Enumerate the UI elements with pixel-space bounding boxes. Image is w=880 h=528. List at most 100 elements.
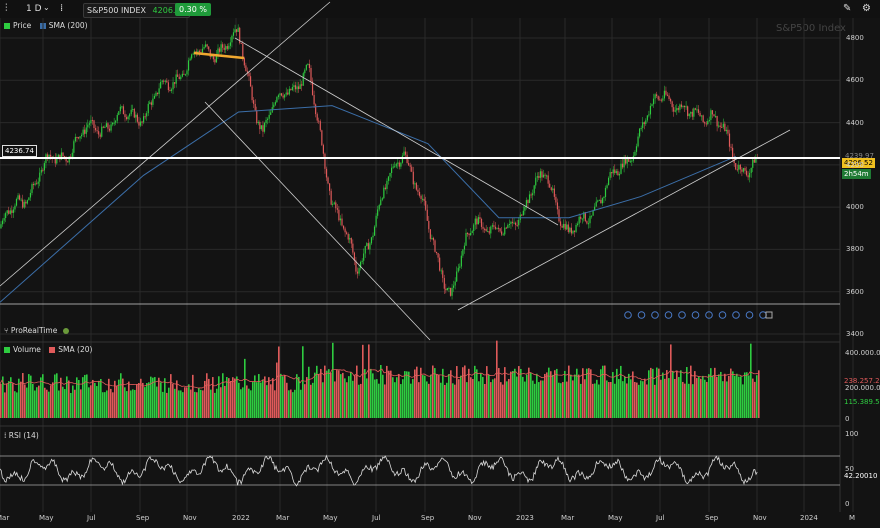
volume-bar xyxy=(162,391,164,418)
volume-bar xyxy=(746,372,748,418)
volume-bar xyxy=(556,368,558,418)
month-label: Nov xyxy=(753,514,767,522)
volume-bar xyxy=(318,374,320,418)
volume-bar xyxy=(252,382,254,418)
volume-bar xyxy=(476,369,478,418)
candle xyxy=(132,108,134,110)
chevron-down-icon[interactable]: ⌄ xyxy=(43,3,50,12)
volume-bar xyxy=(620,365,622,418)
candle xyxy=(429,229,431,239)
candle xyxy=(434,240,436,252)
candle xyxy=(547,175,549,184)
volume-bar xyxy=(196,392,198,418)
volume-bar xyxy=(298,376,300,418)
volume-bar xyxy=(234,378,236,418)
volume-bar xyxy=(50,385,52,418)
candle xyxy=(739,164,741,170)
candle xyxy=(755,157,757,163)
candle xyxy=(31,184,33,193)
timeframe-selector[interactable]: 1 D xyxy=(26,4,42,14)
volume-bar xyxy=(118,379,120,418)
candle xyxy=(400,162,402,167)
candle xyxy=(279,93,281,96)
indicators-icon[interactable]: ⁞ xyxy=(60,3,64,14)
volume-bar xyxy=(100,379,102,418)
candle xyxy=(618,173,621,176)
candle xyxy=(459,266,461,268)
candle xyxy=(612,169,614,174)
candle xyxy=(454,281,456,286)
volume-bar xyxy=(74,389,76,418)
volume-bar xyxy=(506,381,508,418)
candle xyxy=(727,129,729,134)
volume-bar xyxy=(146,383,148,418)
volume-bar xyxy=(18,378,20,418)
candle xyxy=(586,221,588,224)
candle xyxy=(236,29,238,32)
settings-icon[interactable]: ⚙ xyxy=(862,3,871,14)
volume-bar xyxy=(466,382,468,418)
candle xyxy=(659,99,661,101)
volume-bar xyxy=(428,383,430,418)
candle xyxy=(561,225,563,228)
volume-bar xyxy=(112,392,114,418)
volume-bar xyxy=(292,392,294,418)
candle xyxy=(14,205,16,210)
candle xyxy=(711,110,714,115)
candle xyxy=(473,224,475,232)
candle xyxy=(223,47,225,50)
volume-bar xyxy=(404,371,406,418)
candle xyxy=(8,210,10,214)
rsi-value-tag: 42.20010 xyxy=(844,472,878,480)
volume-bar xyxy=(596,379,598,418)
candle xyxy=(54,156,56,164)
volume-bar xyxy=(350,371,352,418)
volume-bar xyxy=(188,384,190,418)
volume-bar xyxy=(602,365,604,418)
volume-bar xyxy=(262,379,264,418)
candle xyxy=(187,60,190,71)
candle xyxy=(122,106,125,115)
candle xyxy=(245,65,247,72)
volume-bar xyxy=(346,382,348,418)
candle xyxy=(714,116,717,118)
volume-bar xyxy=(650,367,652,418)
candle xyxy=(263,122,266,132)
volume-sma-line xyxy=(0,368,759,389)
candle xyxy=(336,208,338,210)
tools-icon[interactable]: ✎ xyxy=(843,3,852,14)
volume-bar xyxy=(670,344,672,418)
candle xyxy=(288,88,290,95)
candle xyxy=(676,108,678,111)
candle xyxy=(606,185,608,188)
volume-bar xyxy=(84,374,86,418)
candle xyxy=(198,50,200,53)
month-label: Nov xyxy=(183,514,197,522)
volume-bar xyxy=(410,383,412,418)
candle xyxy=(541,171,543,178)
chart-type-icon[interactable]: ⫶ xyxy=(5,3,8,14)
volume-bar xyxy=(752,378,754,418)
rsi-settings-icon[interactable]: ⁞ xyxy=(4,431,9,440)
candle xyxy=(146,113,148,117)
candle xyxy=(611,172,613,174)
candle xyxy=(477,217,479,225)
candle xyxy=(180,76,182,80)
price-axis-label: 4200 xyxy=(846,160,864,169)
volume-bar xyxy=(78,380,80,418)
volume-bar xyxy=(216,388,218,418)
volume-bar xyxy=(276,362,278,418)
volume-bar xyxy=(328,369,330,418)
volume-bar xyxy=(676,370,678,418)
volume-bar xyxy=(592,383,594,418)
candle xyxy=(360,261,362,269)
candle xyxy=(372,235,374,238)
volume-bar xyxy=(6,383,8,418)
legend-sma: SMA (200) xyxy=(48,21,88,30)
candle xyxy=(267,118,269,120)
candle xyxy=(363,253,365,261)
candle xyxy=(499,228,501,232)
volume-bar xyxy=(548,367,550,418)
volume-bar xyxy=(546,372,548,418)
